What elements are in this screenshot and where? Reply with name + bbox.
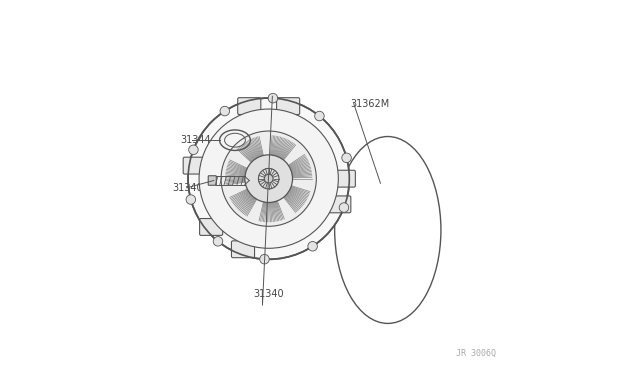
FancyBboxPatch shape (328, 196, 351, 213)
Circle shape (245, 155, 292, 202)
Text: 31340: 31340 (253, 289, 284, 299)
Circle shape (339, 203, 349, 212)
FancyBboxPatch shape (276, 98, 300, 115)
FancyBboxPatch shape (232, 241, 255, 258)
Circle shape (308, 241, 317, 251)
FancyBboxPatch shape (208, 176, 216, 185)
Circle shape (188, 98, 349, 259)
FancyBboxPatch shape (200, 218, 223, 235)
Circle shape (189, 145, 198, 154)
Text: 31362M: 31362M (350, 99, 389, 109)
Text: 31344: 31344 (180, 135, 211, 145)
FancyBboxPatch shape (332, 170, 355, 187)
Circle shape (264, 174, 273, 183)
Text: 31340A: 31340A (173, 183, 210, 193)
Circle shape (220, 106, 230, 116)
Circle shape (186, 195, 196, 204)
Circle shape (315, 111, 324, 121)
Circle shape (342, 153, 351, 163)
Circle shape (213, 237, 223, 246)
Circle shape (260, 254, 269, 264)
FancyBboxPatch shape (183, 157, 206, 174)
Circle shape (221, 131, 316, 226)
Circle shape (199, 109, 339, 248)
FancyBboxPatch shape (237, 98, 260, 115)
Circle shape (268, 93, 278, 103)
Text: JR 3006Q: JR 3006Q (456, 349, 496, 358)
